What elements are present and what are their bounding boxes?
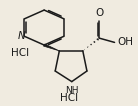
Text: NH: NH [65, 86, 79, 95]
Text: O: O [95, 8, 104, 18]
Text: HCl: HCl [11, 48, 29, 58]
Text: OH: OH [117, 37, 133, 47]
Polygon shape [43, 44, 59, 51]
Text: N: N [18, 31, 26, 41]
Text: HCl: HCl [60, 93, 78, 103]
